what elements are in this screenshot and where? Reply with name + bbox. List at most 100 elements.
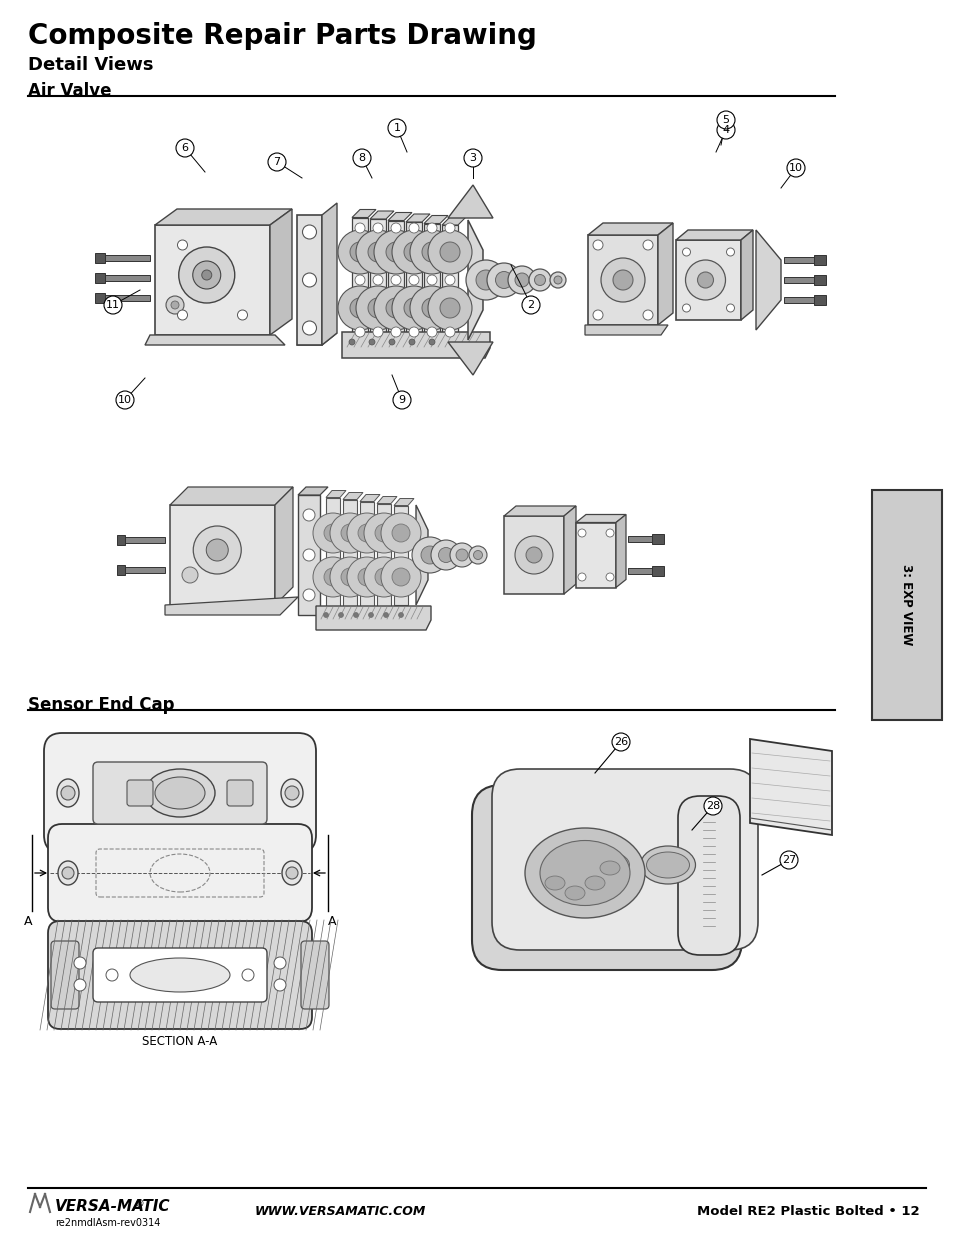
Ellipse shape xyxy=(539,841,629,905)
Polygon shape xyxy=(376,504,391,606)
Circle shape xyxy=(355,287,399,330)
Circle shape xyxy=(375,524,393,542)
Text: 11: 11 xyxy=(106,300,120,310)
Text: 10: 10 xyxy=(788,163,802,173)
Text: Sensor End Cap: Sensor End Cap xyxy=(28,697,174,714)
Circle shape xyxy=(439,298,459,317)
Circle shape xyxy=(364,557,403,597)
Circle shape xyxy=(62,867,74,879)
Text: 6: 6 xyxy=(181,143,189,153)
Polygon shape xyxy=(587,235,658,325)
Circle shape xyxy=(439,242,459,262)
Circle shape xyxy=(193,526,241,574)
Polygon shape xyxy=(813,295,825,305)
Circle shape xyxy=(438,547,453,562)
FancyBboxPatch shape xyxy=(48,824,312,923)
Ellipse shape xyxy=(282,861,302,885)
Circle shape xyxy=(612,734,629,751)
Circle shape xyxy=(368,242,388,262)
Circle shape xyxy=(389,338,395,345)
FancyBboxPatch shape xyxy=(492,769,758,950)
Ellipse shape xyxy=(281,779,303,806)
Text: 4: 4 xyxy=(721,125,729,135)
Circle shape xyxy=(786,159,804,177)
Polygon shape xyxy=(627,568,659,574)
Circle shape xyxy=(403,242,423,262)
Polygon shape xyxy=(616,515,625,588)
Polygon shape xyxy=(352,217,368,342)
Polygon shape xyxy=(587,224,672,235)
Ellipse shape xyxy=(646,852,689,878)
Circle shape xyxy=(274,957,286,969)
Circle shape xyxy=(237,310,247,320)
Polygon shape xyxy=(105,275,150,282)
Circle shape xyxy=(104,296,122,314)
Polygon shape xyxy=(145,335,285,345)
Polygon shape xyxy=(117,564,125,576)
Circle shape xyxy=(206,538,228,561)
Circle shape xyxy=(268,153,286,170)
Polygon shape xyxy=(388,212,412,221)
Circle shape xyxy=(578,529,585,537)
Polygon shape xyxy=(406,214,430,222)
Circle shape xyxy=(469,546,486,564)
Polygon shape xyxy=(448,342,493,375)
Circle shape xyxy=(374,230,417,274)
Circle shape xyxy=(427,327,436,337)
Circle shape xyxy=(347,557,387,597)
Circle shape xyxy=(303,589,314,601)
Circle shape xyxy=(431,540,460,571)
Text: 7: 7 xyxy=(274,157,280,167)
Polygon shape xyxy=(813,254,825,266)
Polygon shape xyxy=(651,534,663,543)
Circle shape xyxy=(303,550,314,561)
Circle shape xyxy=(726,304,734,312)
Text: SECTION A-A: SECTION A-A xyxy=(142,1035,217,1049)
Circle shape xyxy=(410,230,454,274)
Circle shape xyxy=(391,327,400,337)
Polygon shape xyxy=(576,515,625,522)
Text: 3: 3 xyxy=(469,153,476,163)
Polygon shape xyxy=(315,606,431,630)
Circle shape xyxy=(193,261,220,289)
Text: 1: 1 xyxy=(393,124,400,133)
Polygon shape xyxy=(813,275,825,285)
Circle shape xyxy=(685,261,724,300)
Circle shape xyxy=(171,301,179,309)
Circle shape xyxy=(450,543,474,567)
Text: ®: ® xyxy=(135,1199,145,1209)
Ellipse shape xyxy=(599,861,619,876)
Circle shape xyxy=(177,240,188,249)
Polygon shape xyxy=(406,222,421,338)
Circle shape xyxy=(392,230,436,274)
Circle shape xyxy=(444,327,455,337)
Circle shape xyxy=(349,338,355,345)
FancyBboxPatch shape xyxy=(51,941,79,1009)
Circle shape xyxy=(403,298,423,317)
Circle shape xyxy=(201,270,212,280)
Circle shape xyxy=(375,568,393,585)
FancyBboxPatch shape xyxy=(227,781,253,806)
Circle shape xyxy=(444,224,455,233)
Ellipse shape xyxy=(130,958,230,992)
Circle shape xyxy=(421,242,441,262)
Polygon shape xyxy=(676,230,752,240)
Circle shape xyxy=(428,230,472,274)
Circle shape xyxy=(392,524,410,542)
Polygon shape xyxy=(343,499,356,610)
Polygon shape xyxy=(117,535,125,545)
Circle shape xyxy=(303,509,314,521)
Circle shape xyxy=(600,258,644,303)
Circle shape xyxy=(681,248,690,256)
Polygon shape xyxy=(105,254,150,261)
Circle shape xyxy=(323,613,328,618)
Text: 5: 5 xyxy=(721,115,729,125)
Polygon shape xyxy=(170,505,274,605)
Circle shape xyxy=(534,274,545,285)
Polygon shape xyxy=(322,203,336,345)
Polygon shape xyxy=(441,225,457,335)
Text: 27: 27 xyxy=(781,855,796,864)
FancyBboxPatch shape xyxy=(127,781,152,806)
Circle shape xyxy=(429,338,435,345)
Polygon shape xyxy=(297,487,328,495)
